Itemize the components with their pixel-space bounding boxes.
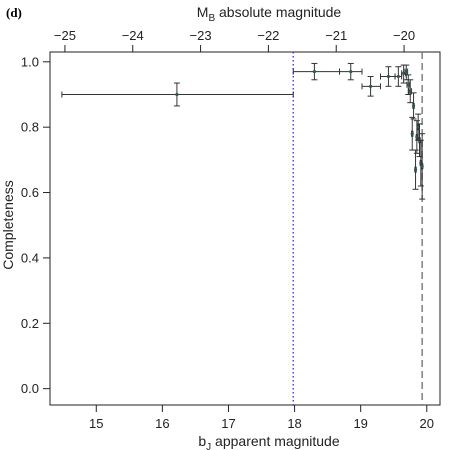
point-marker	[408, 89, 412, 93]
point-marker	[411, 104, 416, 108]
x2-tick-label: −23	[190, 28, 212, 43]
point-marker	[420, 164, 424, 168]
data-point	[412, 149, 419, 190]
y-tick-label: 0.6	[21, 185, 39, 200]
data-point	[413, 120, 420, 154]
y-tick-label: 0.8	[21, 120, 39, 135]
point-marker	[413, 168, 418, 172]
data-point	[292, 62, 341, 81]
point-marker	[402, 71, 406, 75]
x-tick-label: 17	[221, 416, 235, 431]
top-x-axis: −25 −24 −23 −22 −21 −20	[54, 28, 415, 52]
data-point	[419, 133, 426, 200]
svg-text:MB absolute magnitude: MB absolute magnitude	[197, 4, 342, 24]
point-marker	[406, 83, 410, 87]
data-point	[339, 62, 363, 81]
point-marker	[386, 74, 391, 79]
point-marker	[349, 70, 353, 74]
point-marker	[404, 70, 408, 74]
top-axis-title: MB absolute magnitude	[197, 4, 342, 24]
bottom-axis-title: bJ apparent magnitude	[198, 433, 339, 450]
data-point	[380, 66, 396, 87]
x-tick-label: 15	[89, 416, 103, 431]
bottom-x-axis: 15 16 17 18 19 20	[89, 405, 434, 431]
data-point	[415, 113, 422, 141]
plot-frame	[49, 51, 441, 406]
data-point	[394, 66, 403, 87]
panel-label: (d)	[6, 5, 22, 20]
data-point	[410, 92, 417, 120]
y-tick-label: 0.2	[21, 316, 39, 331]
x2-tick-label: −22	[257, 28, 279, 43]
y-axis-title: Completeness	[0, 180, 16, 270]
point-marker	[368, 84, 373, 88]
x-tick-label: 19	[353, 416, 367, 431]
x-tick-label: 20	[420, 416, 434, 431]
data-point	[400, 64, 407, 84]
point-marker	[415, 135, 419, 139]
data-points	[61, 62, 426, 200]
y-tick-label: 0.4	[21, 250, 39, 265]
data-point	[417, 139, 424, 187]
data-point	[409, 116, 416, 151]
point-marker	[312, 70, 317, 74]
x-tick-label: 18	[287, 416, 301, 431]
y-axis: 0.0 0.2 0.4 0.6 0.8 1.0	[21, 54, 50, 396]
reference-lines	[292, 52, 423, 405]
x-tick-label: 16	[155, 416, 169, 431]
point-marker	[416, 125, 420, 129]
data-point	[361, 76, 382, 97]
y-tick-label: 0.0	[21, 381, 39, 396]
x2-tick-label: −24	[122, 28, 144, 43]
x2-tick-label: −25	[54, 28, 76, 43]
data-point	[61, 82, 294, 107]
svg-text:bJ apparent magnitude: bJ apparent magnitude	[198, 433, 339, 450]
point-marker	[410, 132, 414, 136]
x2-tick-label: −20	[393, 28, 415, 43]
point-marker	[175, 92, 179, 97]
point-marker	[396, 74, 400, 79]
y-tick-label: 1.0	[21, 54, 39, 69]
x2-tick-label: −21	[325, 28, 347, 43]
